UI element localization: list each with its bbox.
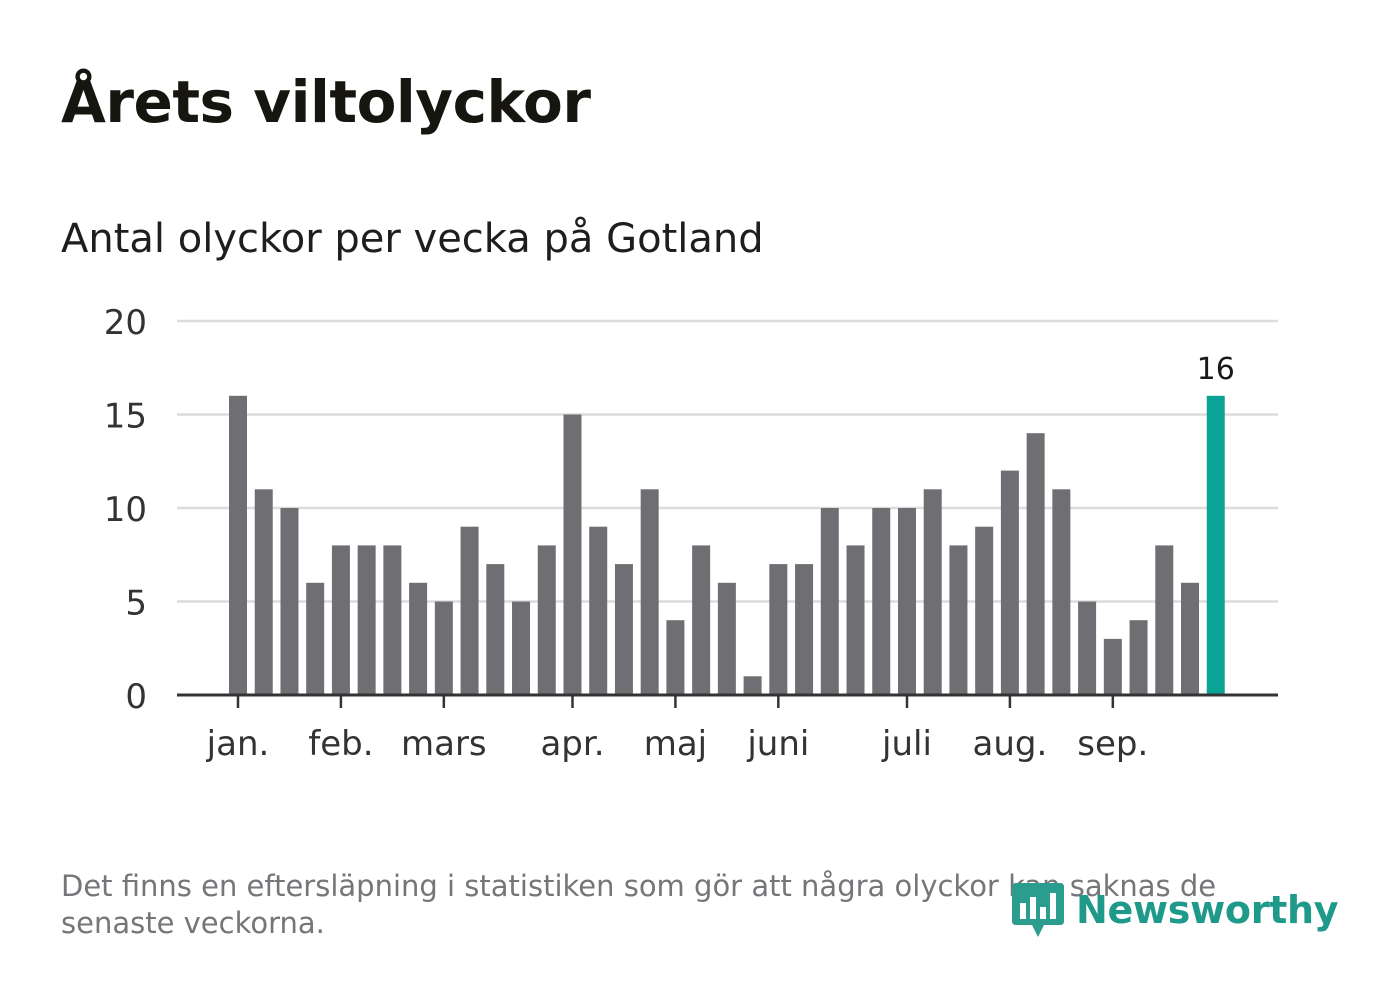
bar bbox=[1129, 620, 1148, 695]
bar bbox=[1052, 489, 1071, 695]
data-labels: 16 bbox=[1197, 352, 1235, 387]
month-label: aug. bbox=[973, 724, 1048, 764]
bar bbox=[820, 508, 839, 695]
bar bbox=[254, 489, 273, 695]
month-label: sep. bbox=[1077, 724, 1148, 764]
bar bbox=[949, 545, 968, 695]
month-label: juli bbox=[881, 724, 932, 764]
bar bbox=[769, 564, 788, 695]
bar bbox=[331, 545, 350, 695]
bar bbox=[846, 545, 865, 695]
bar bbox=[280, 508, 299, 695]
bar bbox=[1078, 601, 1097, 695]
chart-subtitle: Antal olyckor per vecka på Gotland bbox=[61, 216, 764, 262]
bars bbox=[229, 395, 1225, 695]
bar-highlight bbox=[1206, 395, 1225, 695]
bar bbox=[1000, 470, 1019, 695]
bar bbox=[1103, 638, 1122, 695]
y-tick-label-5: 5 bbox=[125, 584, 147, 624]
bar bbox=[229, 395, 247, 695]
month-label: feb. bbox=[308, 724, 373, 764]
x-axis-ticks: jan. feb. mars apr. maj juni juli aug. sep. bbox=[206, 695, 1148, 764]
bar bbox=[923, 489, 942, 695]
y-axis-ticks: 0 5 10 15 20 bbox=[104, 303, 147, 717]
bar bbox=[795, 564, 814, 695]
brand-name: Newsworthy bbox=[1076, 888, 1339, 932]
bar bbox=[872, 508, 891, 695]
bar bbox=[357, 545, 376, 695]
month-label: mars bbox=[401, 724, 487, 764]
bar bbox=[589, 526, 608, 695]
y-tick-label-10: 10 bbox=[104, 490, 147, 530]
bar bbox=[486, 564, 505, 695]
bar bbox=[1026, 433, 1045, 695]
month-label: jan. bbox=[206, 724, 270, 764]
bar bbox=[383, 545, 402, 695]
month-label: apr. bbox=[540, 724, 604, 764]
bar bbox=[666, 620, 685, 695]
bar bbox=[1181, 582, 1200, 695]
y-tick-label-20: 20 bbox=[104, 303, 147, 343]
bar bbox=[512, 601, 531, 695]
bar bbox=[640, 489, 659, 695]
month-label: juni bbox=[746, 724, 809, 764]
bar bbox=[692, 545, 711, 695]
bar bbox=[1155, 545, 1174, 695]
bar bbox=[434, 601, 453, 695]
y-tick-label-0: 0 bbox=[125, 677, 147, 717]
highlight-value-label: 16 bbox=[1197, 352, 1235, 387]
bar bbox=[563, 414, 582, 695]
bar bbox=[537, 545, 556, 695]
bar bbox=[409, 582, 428, 695]
chart-title: Årets viltolyckor bbox=[61, 68, 591, 136]
month-label: maj bbox=[644, 724, 707, 764]
y-tick-label-15: 15 bbox=[104, 397, 147, 437]
newsworthy-logo-icon bbox=[1012, 883, 1064, 937]
bar bbox=[614, 564, 633, 695]
bar bbox=[897, 508, 916, 695]
brand-logo: Newsworthy bbox=[1010, 878, 1339, 942]
bar bbox=[717, 582, 736, 695]
bar bbox=[743, 676, 762, 695]
bar bbox=[975, 526, 994, 695]
bar bbox=[306, 582, 325, 695]
bar bbox=[460, 526, 479, 695]
